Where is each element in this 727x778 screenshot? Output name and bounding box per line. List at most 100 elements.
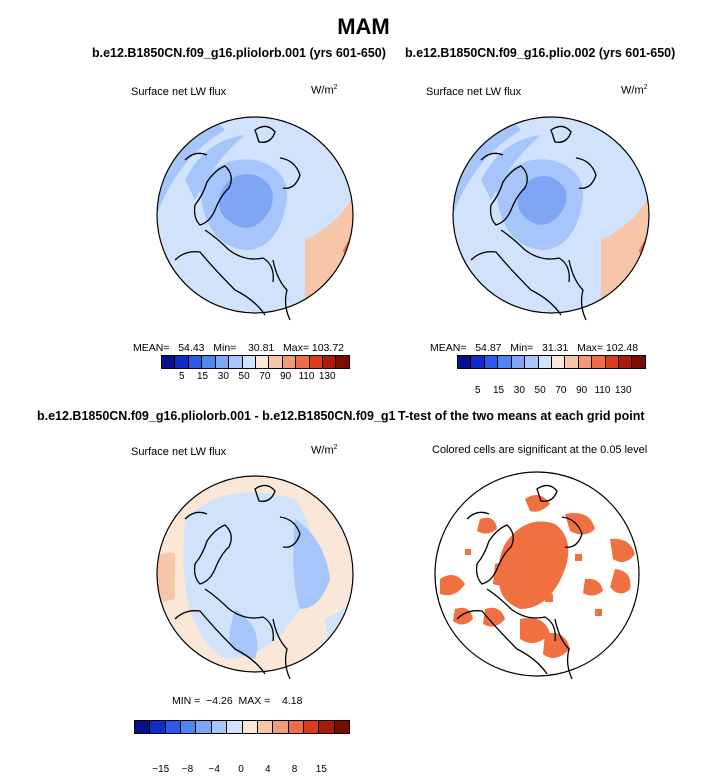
colorbar-tick-label: 30 bbox=[513, 385, 525, 396]
colorbar-swatch bbox=[565, 356, 579, 368]
colorbar-swatch bbox=[196, 721, 212, 733]
colorbar-tick-label: 0 bbox=[238, 764, 244, 775]
colorbar-swatch bbox=[255, 356, 270, 368]
significant-cell bbox=[610, 538, 635, 563]
significant-cell bbox=[499, 521, 569, 609]
colorbar-tick-label: −15 bbox=[152, 764, 170, 775]
colorbar-swatch bbox=[188, 356, 203, 368]
colorbar-tick-label: −4 bbox=[208, 764, 220, 775]
colorbar-top-right bbox=[457, 355, 646, 369]
colorbar-swatch bbox=[632, 356, 645, 368]
polar-map-top-right bbox=[452, 116, 650, 321]
colorbar-tick-label: 15 bbox=[315, 764, 327, 775]
colorbar-swatch bbox=[484, 356, 499, 368]
polar-map-top-left bbox=[156, 116, 354, 321]
colorbar-swatch bbox=[498, 356, 512, 368]
colorbar-swatch bbox=[282, 356, 297, 368]
colorbar-swatch bbox=[309, 356, 324, 368]
significant-cell bbox=[520, 618, 550, 643]
colorbar-tick-label: 130 bbox=[318, 371, 336, 382]
colorbar-swatch bbox=[215, 356, 230, 368]
colorbar-swatch bbox=[619, 356, 633, 368]
colorbar-tick-label: 5 bbox=[474, 385, 481, 396]
colorbar-swatch bbox=[162, 356, 176, 368]
significant-cell bbox=[545, 594, 553, 602]
panel-title-top-left: b.e12.B1850CN.f09_g16.pliolorb.001 (yrs … bbox=[92, 46, 386, 60]
colorbar-tick-label: 15 bbox=[492, 385, 505, 396]
colorbar-swatch bbox=[578, 356, 593, 368]
colorbar-swatch bbox=[202, 356, 216, 368]
stats-bottom-left: MIN = −4.26 MAX = 4.18 bbox=[172, 695, 303, 707]
colorbar-tick-label: 130 bbox=[614, 385, 632, 396]
colorbar-top-left bbox=[161, 355, 350, 369]
colorbar-tick-label: 8 bbox=[291, 764, 298, 775]
colorbar-swatch bbox=[525, 356, 539, 368]
units-label-top-left: W/m2 bbox=[311, 84, 338, 97]
colorbar-tick-label: 110 bbox=[594, 385, 611, 396]
stats-top-right: MEAN= 54.87 Min= 31.31 Max= 102.48 bbox=[430, 342, 639, 354]
colorbar-swatch bbox=[471, 356, 485, 368]
colorbar-swatch bbox=[592, 356, 606, 368]
colorbar-swatch bbox=[458, 356, 472, 368]
colorbar-swatch bbox=[181, 721, 197, 733]
variable-label-top-right: Surface net LW flux bbox=[426, 86, 522, 98]
significant-cell bbox=[440, 575, 465, 596]
colorbar-tick-label: 4 bbox=[264, 764, 271, 775]
significant-cell bbox=[595, 609, 602, 616]
colorbar-tick-label: 30 bbox=[217, 371, 229, 382]
significance-note: Colored cells are significant at the 0.0… bbox=[432, 444, 648, 456]
significant-cell bbox=[565, 513, 595, 535]
significant-cell bbox=[453, 607, 473, 625]
units-label-bottom-left: W/m2 bbox=[311, 444, 338, 457]
significance-map bbox=[434, 471, 640, 680]
colorbar-swatch bbox=[336, 356, 349, 368]
colorbar-tick-label: 110 bbox=[298, 371, 315, 382]
variable-label-bottom-left: Surface net LW flux bbox=[131, 446, 227, 458]
colorbar-swatch bbox=[269, 356, 283, 368]
panel-title-bottom-right: T-test of the two means at each grid poi… bbox=[396, 409, 645, 423]
colorbar-swatch bbox=[273, 721, 289, 733]
polar-map-bottom-left bbox=[156, 475, 354, 680]
colorbar-swatch bbox=[551, 356, 566, 368]
colorbar-swatch bbox=[150, 721, 166, 733]
colorbar-swatch bbox=[227, 721, 243, 733]
colorbar-tick-label: 70 bbox=[555, 385, 567, 396]
significant-cell bbox=[583, 578, 603, 596]
colorbar-swatch bbox=[334, 721, 350, 733]
colorbar-swatch bbox=[605, 356, 620, 368]
colorbar-swatch bbox=[288, 721, 304, 733]
colorbar-tick-label: 50 bbox=[534, 385, 546, 396]
colorbar-ticks-top-right: 5 15 30 50 70 90 110 130 bbox=[457, 385, 644, 399]
figure-title: MAM bbox=[337, 14, 390, 39]
colorbar-tick-label: 5 bbox=[178, 371, 185, 382]
significant-cell bbox=[483, 607, 505, 627]
colorbar-swatch bbox=[296, 356, 310, 368]
colorbar-swatch bbox=[319, 721, 335, 733]
colorbar-swatch bbox=[538, 356, 552, 368]
colorbar-tick-label: −8 bbox=[181, 764, 194, 775]
colorbar-swatch bbox=[303, 721, 320, 733]
colorbar-tick-label: 15 bbox=[196, 371, 209, 382]
colorbar-swatch bbox=[511, 356, 526, 368]
units-label-top-right: W/m2 bbox=[621, 84, 648, 97]
panel-title-top-right: b.e12.B1850CN.f09_g16.plio.002 (yrs 601-… bbox=[405, 46, 676, 60]
significant-cell bbox=[525, 495, 550, 512]
stats-top-left: MEAN= 54.43 Min= 30.81 Max= 103.72 bbox=[133, 342, 344, 354]
significant-cell bbox=[477, 517, 497, 534]
colorbar-swatch bbox=[135, 721, 151, 733]
colorbar-swatch bbox=[229, 356, 243, 368]
colorbar-swatch bbox=[165, 721, 182, 733]
panel-title-bottom-left: b.e12.B1850CN.f09_g16.pliolorb.001 - b.e… bbox=[37, 409, 453, 423]
colorbar-ticks-top-left: 5 15 30 50 70 90 110 130 bbox=[161, 371, 348, 385]
colorbar-ticks-bottom-left: −15 −8 −4 0 4 8 15 bbox=[134, 764, 348, 778]
significant-cell bbox=[465, 549, 471, 555]
colorbar-tick-label: 90 bbox=[280, 371, 292, 382]
significant-cell bbox=[493, 563, 515, 586]
colorbar-swatch bbox=[257, 721, 274, 733]
colorbar-swatch bbox=[242, 356, 256, 368]
colorbar-tick-label: 70 bbox=[259, 371, 271, 382]
colorbar-tick-label: 90 bbox=[576, 385, 588, 396]
significant-cell bbox=[610, 569, 631, 594]
colorbar-tick-label: 50 bbox=[238, 371, 250, 382]
significant-cell bbox=[575, 554, 582, 561]
